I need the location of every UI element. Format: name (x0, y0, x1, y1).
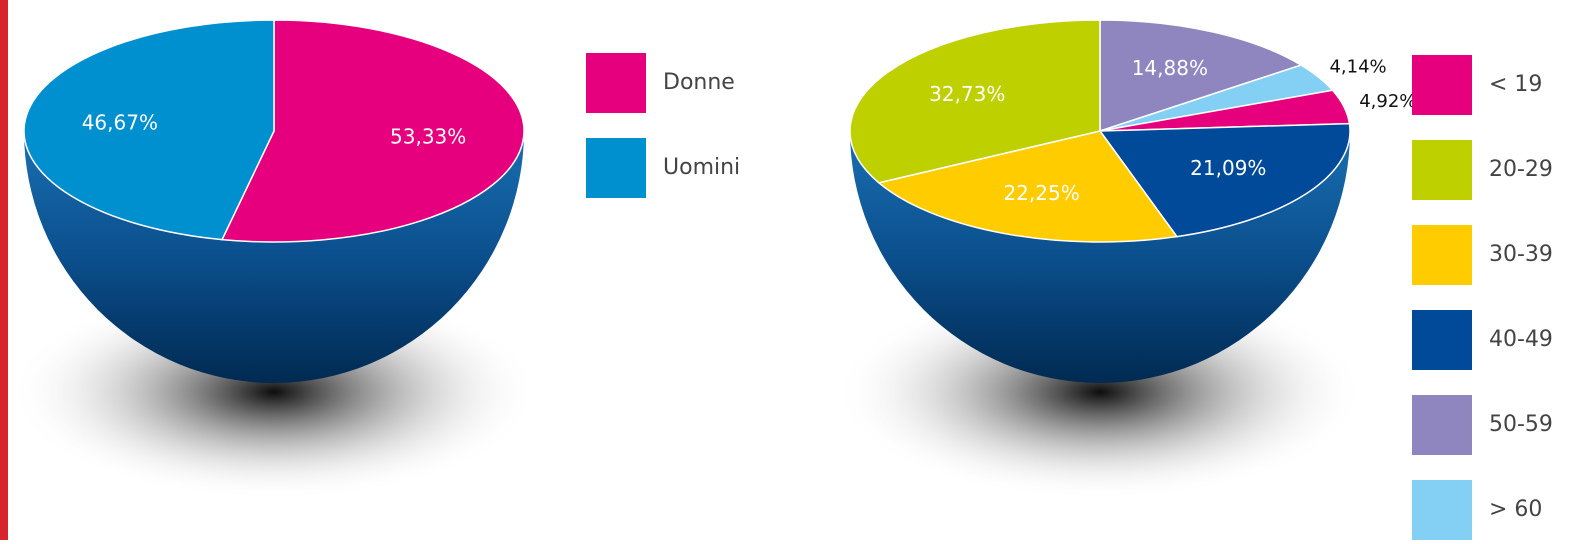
legend-label: 50-59 (1489, 412, 1553, 437)
slice-label: 32,73% (929, 82, 1005, 106)
legend-label: Uomini (663, 155, 740, 180)
pie-slice (1098, 122, 1351, 238)
slice-label: 46,67% (82, 110, 158, 134)
side-bar (0, 0, 8, 540)
legend-swatch (1412, 225, 1472, 285)
legend-swatch (586, 53, 646, 113)
legend-swatch (1412, 55, 1472, 115)
pie-slice (220, 19, 525, 243)
legend-swatch (586, 138, 646, 198)
legend-swatch (1412, 395, 1472, 455)
slice-label: 53,33% (390, 125, 466, 149)
legend-label: Donne (663, 70, 735, 95)
pie-slice (1099, 19, 1303, 133)
legend-swatch (1412, 480, 1472, 540)
legend-label: 40-49 (1489, 327, 1553, 352)
legend-label: < 19 (1489, 72, 1542, 97)
slice-label: 21,09% (1190, 156, 1266, 180)
slice-label: 4,92% (1359, 91, 1416, 112)
legend-label: 30-39 (1489, 242, 1553, 267)
legend-swatch (1412, 140, 1472, 200)
legend-label: 20-29 (1489, 157, 1553, 182)
slice-label: 4,14% (1329, 57, 1386, 78)
legend-swatch (1412, 310, 1472, 370)
slice-label: 22,25% (1003, 181, 1079, 205)
slice-label: 14,88% (1132, 56, 1208, 80)
pie-slice (877, 130, 1179, 243)
pie-slice (849, 19, 1101, 184)
pie-slice (23, 19, 275, 241)
legend-label: > 60 (1489, 497, 1542, 522)
